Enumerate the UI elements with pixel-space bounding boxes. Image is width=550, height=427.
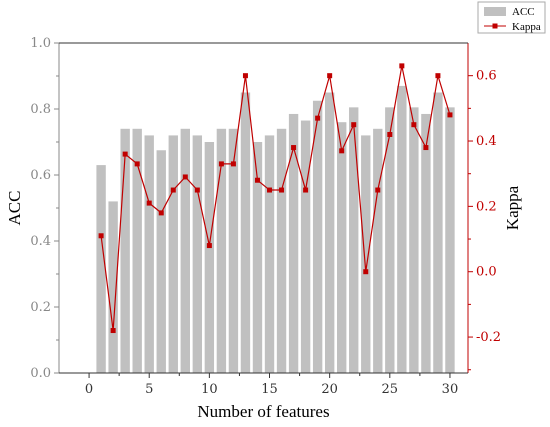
acc-bar [409,107,419,373]
x-tick-label: 0 [85,382,93,397]
kappa-point [182,174,188,180]
legend-kappa-label: Kappa [512,21,541,33]
kappa-point [194,187,200,193]
acc-bar [240,92,251,373]
kappa-point [339,148,345,154]
acc-bar [216,128,227,373]
kappa-point [206,243,212,249]
y2-tick-label: -0.2 [476,330,501,345]
y-tick-label: 0.0 [30,366,51,381]
kappa-point [387,131,393,137]
acc-bar [336,122,347,373]
kappa-point [242,73,248,79]
x-ticks: 0 5 10 15 20 25 30 [85,373,458,397]
acc-bar [96,165,106,373]
x-tick-label: 5 [145,382,153,397]
acc-bar [276,128,287,373]
kappa-point [363,269,369,275]
acc-bars [96,85,455,374]
acc-bar [324,92,335,373]
acc-bar [108,201,118,373]
kappa-point [447,112,453,118]
kappa-point [303,187,309,193]
acc-bar [144,135,154,373]
acc-bar [252,142,263,373]
kappa-point [218,161,224,167]
legend-acc-label: ACC [512,6,535,18]
acc-bar [228,128,239,373]
y-tick-label: 0.8 [30,102,51,117]
kappa-point [375,187,381,193]
acc-bar [361,135,371,373]
acc-bar [373,128,383,373]
acc-bar [445,107,455,373]
kappa-point [110,328,116,334]
acc-bar [349,107,359,373]
kappa-point [98,233,104,239]
legend: ACC Kappa [477,1,546,34]
y2-tick-label: 0.6 [476,69,497,84]
legend-kappa-marker [492,23,498,29]
kappa-point [423,145,429,151]
x-axis-title: Number of features [197,402,329,421]
acc-bar [433,92,443,373]
kappa-series [98,63,453,334]
x-tick-label: 10 [201,382,218,397]
kappa-point [134,161,140,167]
acc-bar [312,100,323,373]
y-axis-title-right: Kappa [503,185,522,230]
kappa-point [230,161,236,167]
acc-bar [132,128,142,373]
y-axis-title-left: ACC [5,191,24,226]
y2-tick-label: 0.0 [476,265,497,280]
kappa-point [158,210,164,216]
kappa-point [327,73,333,79]
acc-bar [156,150,166,373]
kappa-point [435,73,441,79]
x-tick-label: 30 [442,382,459,397]
y-tick-label: 0.2 [30,300,51,315]
y-ticks-left: 0.0 0.2 0.4 0.6 0.8 1.0 [30,36,59,381]
acc-bar [180,128,191,373]
acc-bar [264,135,275,373]
acc-bar [421,113,431,373]
x-tick-label: 25 [382,382,399,397]
kappa-point [170,187,176,193]
kappa-point [291,145,297,151]
kappa-point [122,151,128,157]
kappa-point [146,200,152,206]
acc-bar [204,142,215,373]
kappa-point [254,177,260,183]
x-tick-label: 20 [321,382,338,397]
acc-bar [385,107,395,373]
acc-bar [168,135,178,373]
acc-bar [120,128,130,373]
acc-bar [192,135,203,373]
y2-tick-label: 0.4 [476,134,497,149]
acc-bar [300,120,311,373]
y2-tick-label: 0.2 [476,199,497,214]
kappa-point [267,187,273,193]
acc-bar [397,85,407,374]
acc-bar [288,113,299,373]
y-ticks-right: -0.2 0.0 0.2 0.4 0.6 [468,69,501,371]
kappa-point [351,122,357,128]
x-tick-label: 15 [261,382,278,397]
kappa-point [315,115,321,121]
legend-acc-swatch [484,7,506,16]
y-tick-label: 0.6 [30,168,51,183]
kappa-point [399,63,405,69]
y-tick-label: 1.0 [30,36,51,51]
y-tick-label: 0.4 [30,234,51,249]
kappa-point [411,122,417,128]
kappa-point [279,187,285,193]
